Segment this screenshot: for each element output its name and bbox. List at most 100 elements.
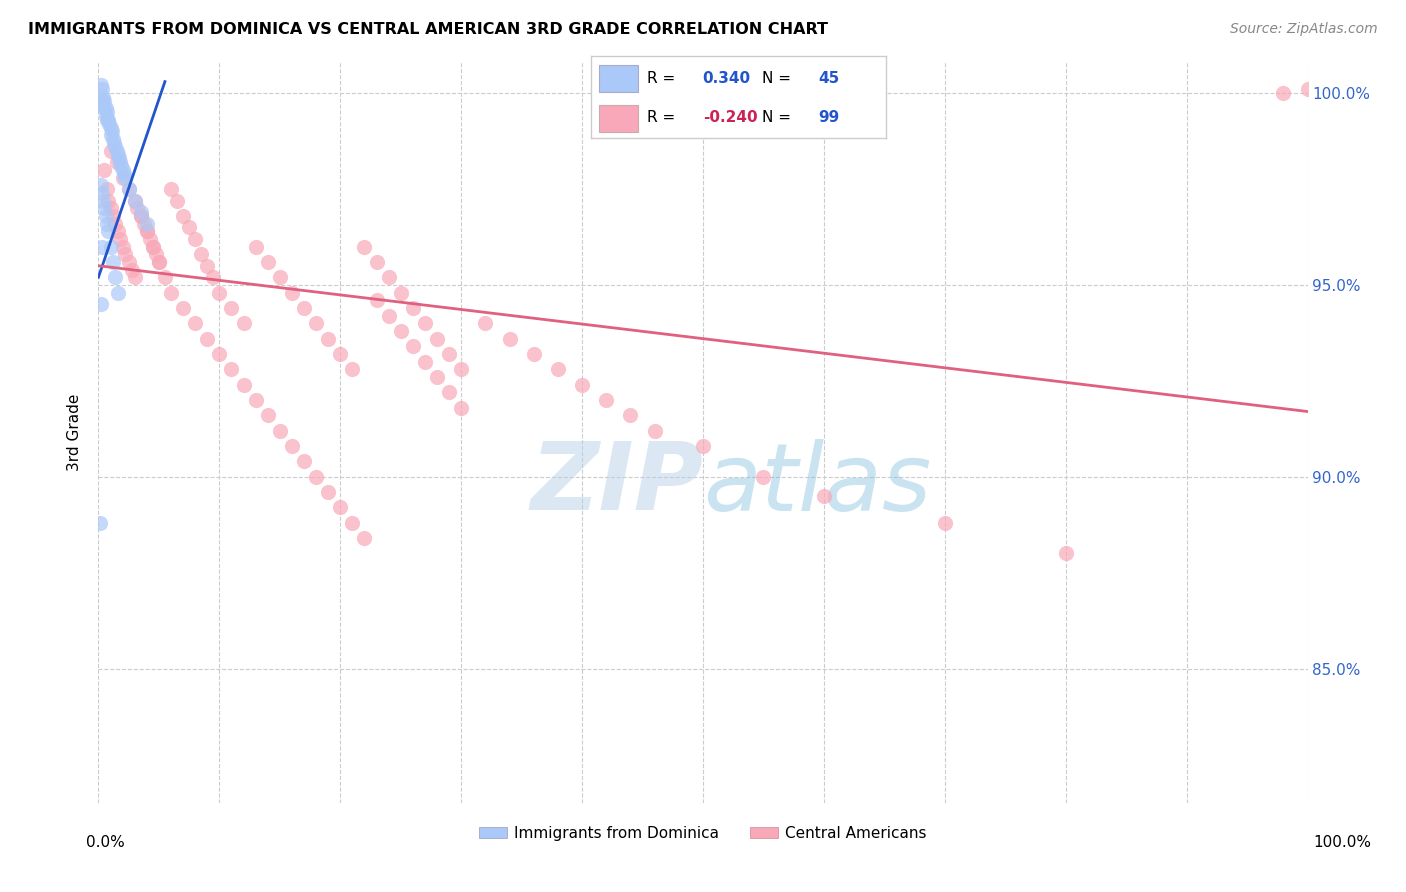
Point (148, 255, 170, 269)
Point (389, 285, 412, 300)
Point (89, 516, 111, 530)
Point (202, 270, 225, 285)
Point (111, 162, 134, 177)
Point (437, 347, 460, 361)
Point (619, 409, 641, 423)
FancyBboxPatch shape (599, 65, 638, 92)
Point (90, 178, 112, 193)
Point (101, 132, 124, 146)
Point (104, 140, 127, 154)
Point (100, 239, 122, 253)
Point (90, 78, 112, 93)
Point (93, 102, 115, 116)
Point (90, 297, 112, 311)
Point (232, 316, 254, 330)
Point (129, 209, 152, 223)
Point (353, 239, 375, 253)
Point (94, 109, 117, 123)
Point (91, 97, 114, 112)
Point (389, 324, 412, 338)
Point (105, 144, 128, 158)
Point (256, 409, 278, 423)
Point (342, 362, 364, 376)
Point (377, 309, 399, 323)
Point (129, 209, 152, 223)
Text: atlas: atlas (703, 439, 931, 530)
Point (232, 377, 254, 392)
Point (498, 332, 520, 346)
Point (474, 316, 496, 330)
Text: R =: R = (647, 70, 679, 86)
Point (437, 385, 460, 400)
Point (91, 239, 114, 253)
Point (91, 94, 114, 108)
Point (96, 105, 118, 120)
Point (91, 90, 114, 104)
Point (91, 194, 114, 208)
Point (101, 209, 124, 223)
Point (97, 113, 120, 128)
Point (269, 424, 291, 438)
Point (103, 136, 125, 150)
Point (245, 392, 267, 407)
FancyBboxPatch shape (599, 104, 638, 132)
Point (221, 301, 243, 315)
Point (93, 94, 115, 108)
Point (166, 194, 188, 208)
Point (101, 255, 124, 269)
Point (450, 401, 472, 415)
Point (91, 82, 114, 96)
Point (98, 117, 121, 131)
Point (208, 285, 231, 300)
Point (329, 347, 352, 361)
Point (104, 270, 127, 285)
Point (1054, 546, 1077, 560)
Point (139, 232, 162, 246)
Point (124, 194, 146, 208)
Point (547, 362, 569, 376)
Point (111, 239, 134, 253)
Point (104, 217, 127, 231)
Point (523, 347, 546, 361)
Point (413, 354, 436, 368)
Point (413, 316, 436, 330)
Point (305, 316, 328, 330)
Point (281, 285, 304, 300)
Point (1272, 86, 1295, 100)
Point (316, 485, 339, 500)
Text: N =: N = (762, 70, 796, 86)
Point (184, 316, 207, 330)
Point (145, 247, 167, 261)
Point (153, 270, 176, 285)
Text: R =: R = (647, 111, 679, 125)
Point (160, 182, 183, 196)
Point (118, 182, 141, 196)
Point (112, 167, 135, 181)
Text: ZIP: ZIP (530, 439, 703, 531)
Point (108, 232, 131, 246)
Point (108, 152, 131, 166)
Text: 100.0%: 100.0% (1313, 836, 1372, 850)
Point (813, 489, 835, 503)
Point (450, 362, 472, 376)
Point (118, 255, 141, 269)
Point (100, 124, 122, 138)
Point (316, 332, 339, 346)
Text: 45: 45 (818, 70, 839, 86)
Point (342, 516, 364, 530)
Point (172, 209, 194, 223)
Point (595, 392, 617, 407)
Point (93, 162, 115, 177)
Point (114, 247, 136, 261)
Point (114, 170, 136, 185)
Point (195, 259, 218, 273)
Point (292, 301, 315, 315)
Point (245, 239, 267, 253)
Point (256, 255, 278, 269)
Point (172, 301, 194, 315)
Point (329, 500, 352, 515)
Point (100, 144, 122, 158)
Point (135, 217, 157, 231)
Point (107, 147, 129, 161)
Point (93, 201, 115, 215)
